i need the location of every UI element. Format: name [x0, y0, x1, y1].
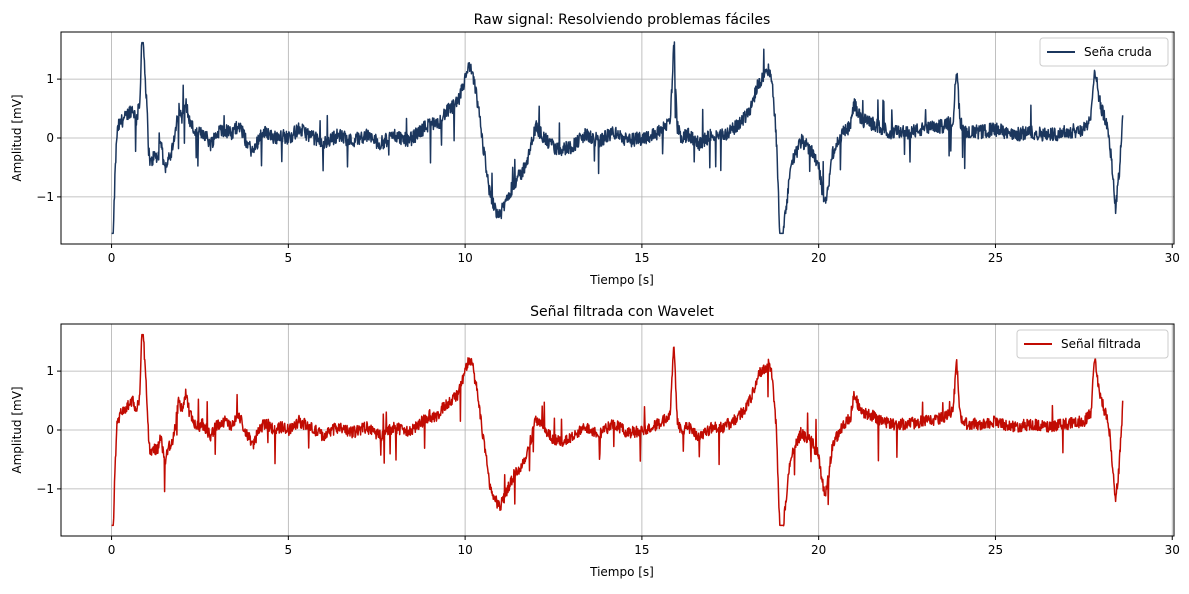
legend-box [1016, 329, 1169, 359]
x-tick-label: 30 [1165, 251, 1180, 265]
y-axis-label: Amplitud [mV] [10, 94, 24, 181]
y-tick-label: 0 [46, 131, 54, 145]
x-tick-label: 10 [457, 251, 472, 265]
subplot-raw-signal: Raw signal: Resolviendo problemas fácile… [10, 12, 1180, 287]
grid-lines [61, 32, 1174, 244]
x-tick-label: 0 [108, 251, 116, 265]
legend-label: Señal filtrada [1061, 337, 1141, 351]
y-tick-label: −1 [36, 190, 54, 204]
y-tick-label: 1 [46, 72, 54, 86]
x-tick-label: 15 [634, 251, 649, 265]
x-tick-label: 25 [988, 251, 1003, 265]
tick-labels: 0 5 10 15 20 25 30 −1 0 1 [36, 72, 1180, 265]
series-line [111, 333, 1124, 527]
series-lines [111, 333, 1124, 527]
legend: Seña cruda [1039, 37, 1169, 67]
plot-frame [60, 31, 1175, 245]
legend: Señal filtrada [1016, 329, 1169, 359]
x-tick-label: 0 [108, 543, 116, 557]
chart-title: Raw signal: Resolviendo problemas fácile… [474, 12, 771, 28]
x-tick-label: 30 [1165, 543, 1180, 557]
subplot-filtered-signal: Señal filtrada con Wavelet Tiempo [s] Am… [10, 304, 1180, 579]
x-axis-label: Tiempo [s] [589, 273, 654, 287]
series-lines [111, 41, 1124, 235]
y-axis-label: Amplitud [mV] [10, 386, 24, 473]
y-tick-label: 0 [46, 423, 54, 437]
y-tick-label: 1 [46, 364, 54, 378]
x-axis-label: Tiempo [s] [589, 565, 654, 579]
legend-label: Seña cruda [1084, 45, 1152, 59]
series-line [111, 41, 1124, 235]
x-tick-label: 15 [634, 543, 649, 557]
tick-labels: 0 5 10 15 20 25 30 −1 0 1 [36, 364, 1180, 557]
x-tick-label: 5 [285, 251, 293, 265]
y-tick-label: −1 [36, 482, 54, 496]
x-tick-label: 20 [811, 543, 826, 557]
plot-frame [60, 323, 1175, 537]
x-tick-label: 25 [988, 543, 1003, 557]
x-tick-label: 20 [811, 251, 826, 265]
x-tick-label: 10 [457, 543, 472, 557]
x-tick-label: 5 [285, 543, 293, 557]
legend-box [1039, 37, 1169, 67]
chart-title: Señal filtrada con Wavelet [530, 304, 714, 320]
